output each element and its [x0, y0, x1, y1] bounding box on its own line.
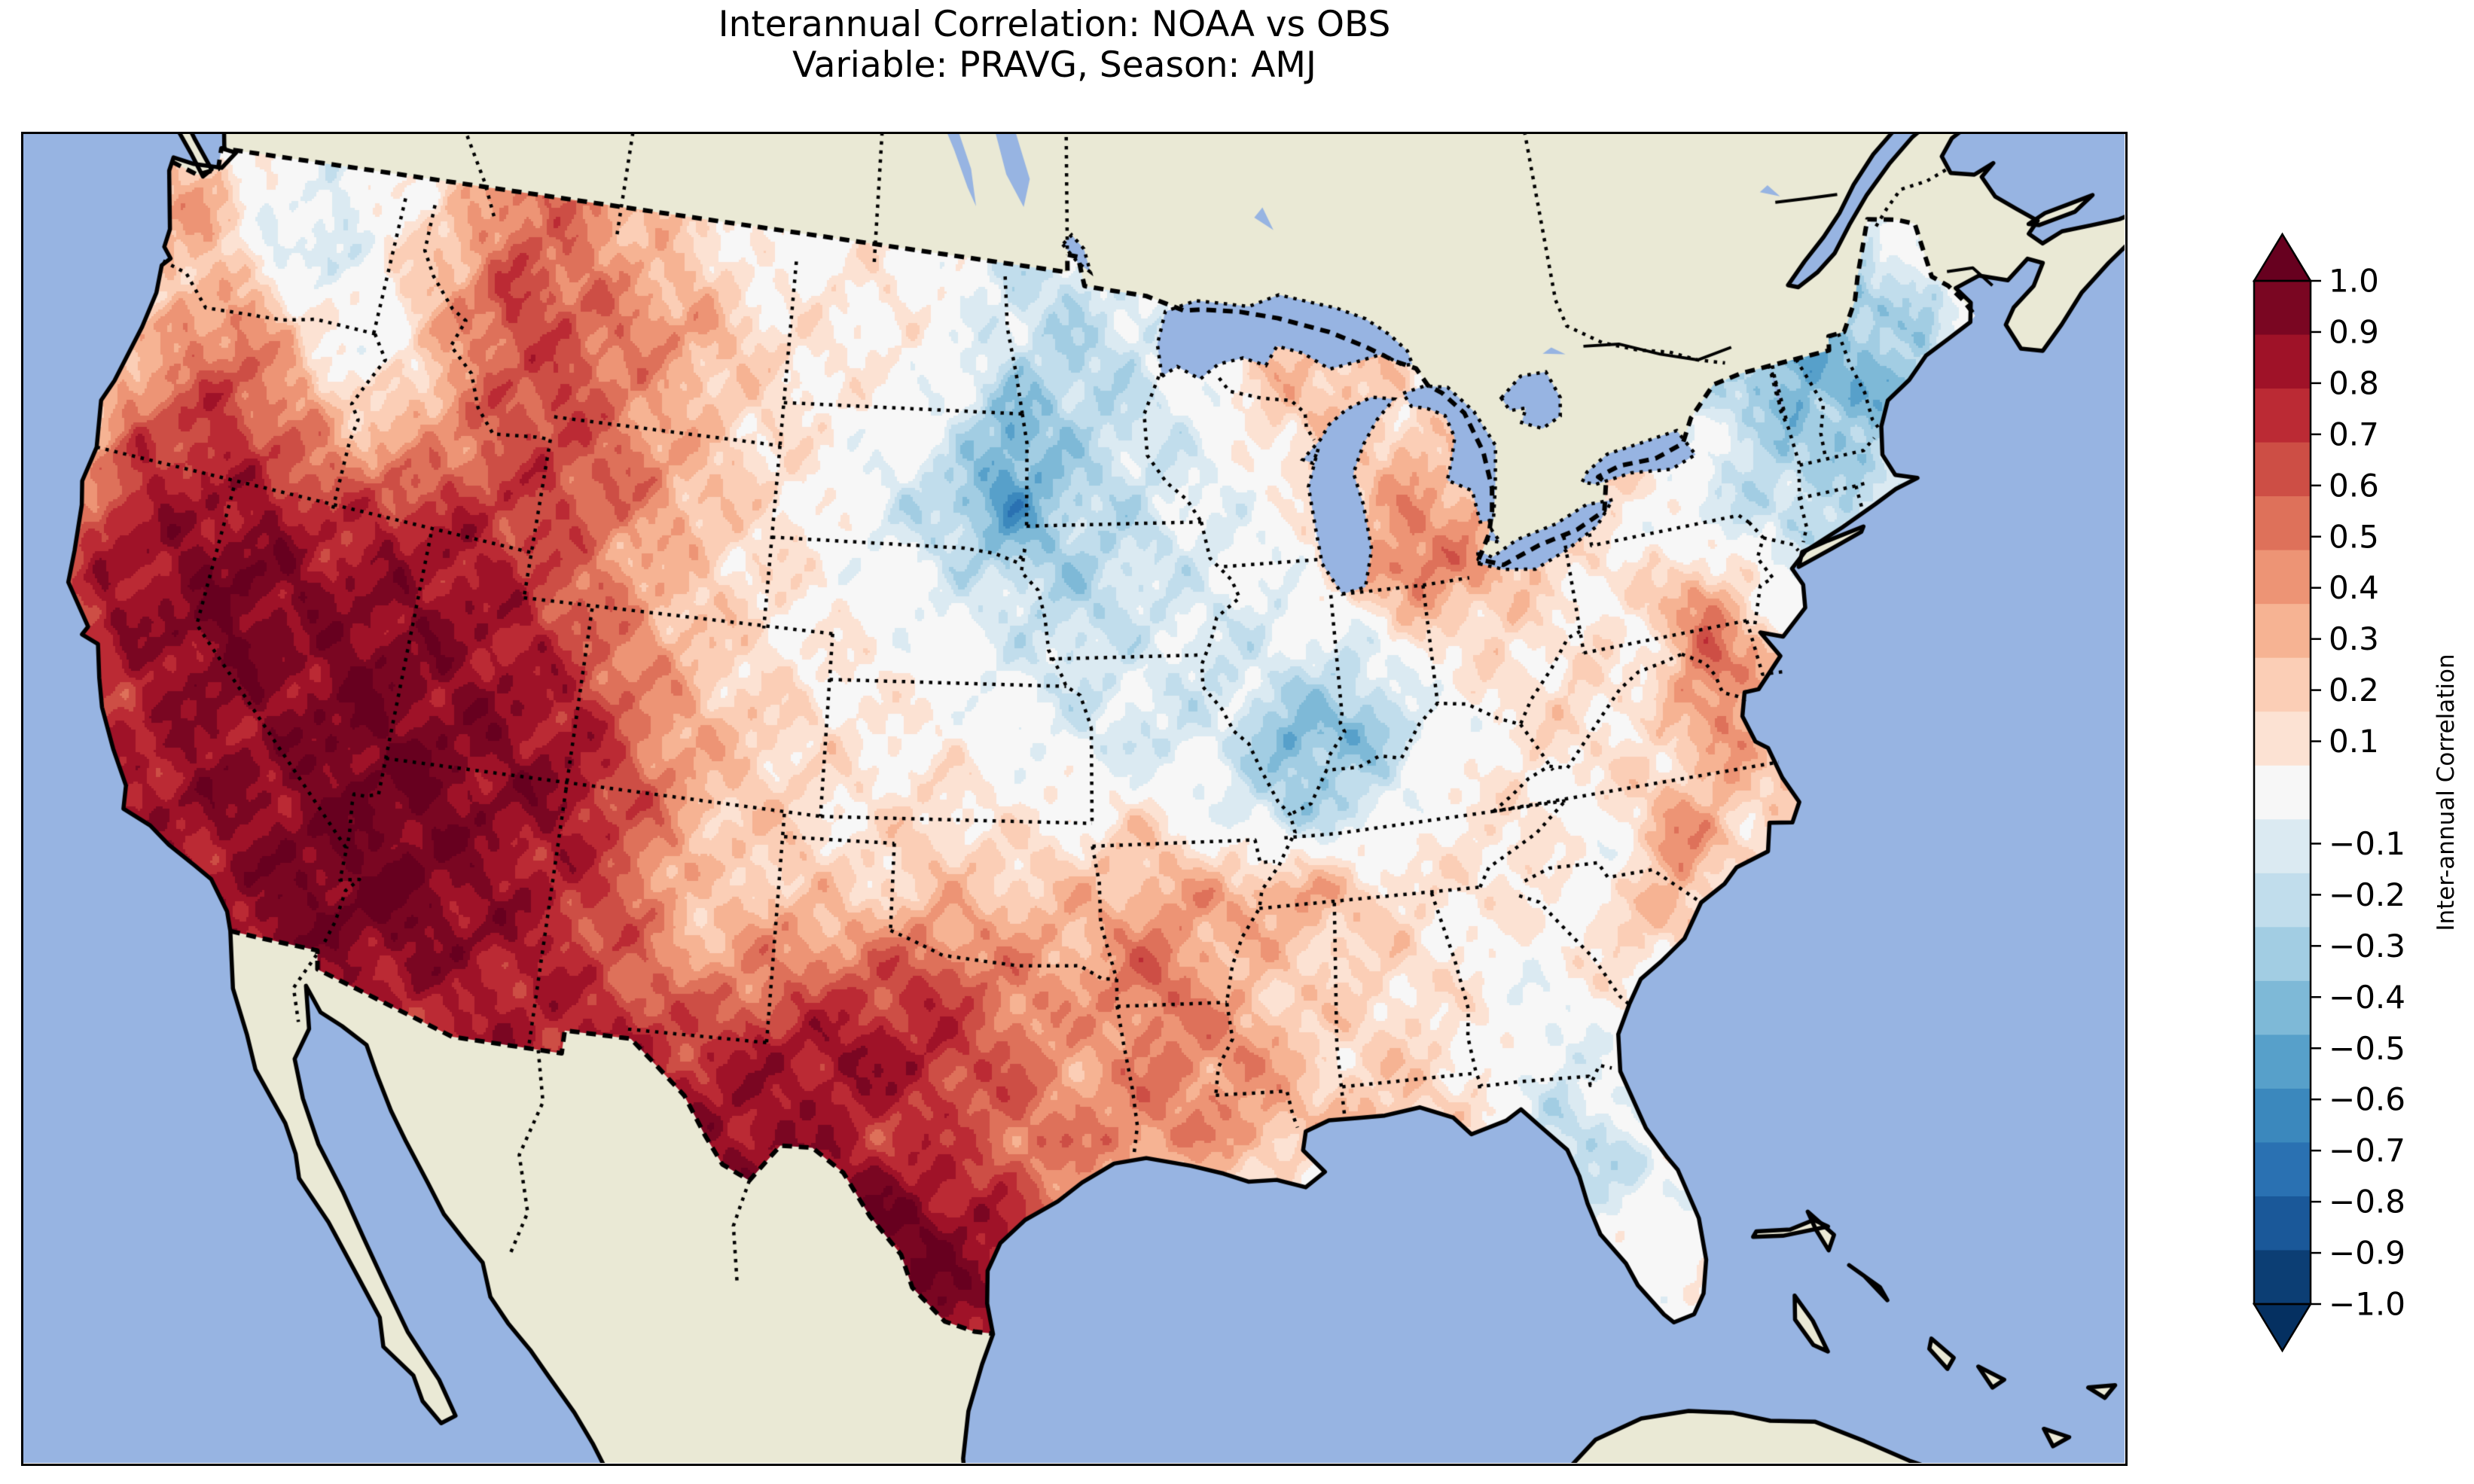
colorbar-tick-label: 1.0: [2329, 263, 2379, 300]
figure-title-line2: Variable: PRAVG, Season: AMJ: [792, 44, 1316, 86]
colorbar-segment: [2254, 927, 2311, 982]
colorbar-segment: [2254, 980, 2311, 1035]
map-canvas: [23, 133, 2125, 1463]
colorbar-segment: [2254, 1250, 2311, 1305]
colorbar-tick-label: 0.4: [2329, 569, 2379, 606]
colorbar-segment: [2254, 550, 2311, 605]
colorbar-segment: [2254, 496, 2311, 551]
colorbar-segment: [2254, 389, 2311, 443]
colorbar-segment: [2254, 1088, 2311, 1144]
colorbar-segment: [2254, 281, 2311, 336]
colorbar-tick-label: −0.8: [2329, 1184, 2405, 1220]
colorbar-segment: [2254, 712, 2311, 766]
figure-title: Interannual Correlation: NOAA vs OBS Var…: [0, 5, 2109, 86]
colorbar-tick-label: 0.2: [2329, 672, 2379, 708]
colorbar-tick-label: −0.4: [2329, 979, 2405, 1016]
colorbar-tick-label: 0.6: [2329, 467, 2379, 504]
colorbar-segment: [2254, 657, 2311, 712]
figure-title-line1: Interannual Correlation: NOAA vs OBS: [718, 4, 1391, 45]
colorbar-tick-label: −1.0: [2329, 1286, 2405, 1323]
colorbar-segment: [2254, 1035, 2311, 1089]
colorbar-segment: [2254, 873, 2311, 928]
colorbar-extend-bottom: [2252, 1303, 2313, 1353]
colorbar-tick-label: −0.2: [2329, 876, 2405, 913]
colorbar-segment: [2254, 442, 2311, 497]
colorbar-segment: [2254, 765, 2311, 820]
colorbar-tick-label: 0.3: [2329, 620, 2379, 657]
colorbar-tick-label: −0.5: [2329, 1030, 2405, 1067]
colorbar-segment: [2254, 1142, 2311, 1197]
colorbar-tick-label: −0.7: [2329, 1132, 2405, 1169]
colorbar-segment: [2254, 1196, 2311, 1251]
colorbar-tick-label: 0.7: [2329, 416, 2379, 453]
colorbar-tick-label: −0.3: [2329, 928, 2405, 964]
colorbar-tick-label: 0.1: [2329, 723, 2379, 760]
colorbar: 1.0 0.9 0.8 0.7 0.6 0.5 0.4 0.3 0.2 0.1 −0.1 −0.2 −0…: [2252, 232, 2460, 1353]
colorbar-tick-label: −0.9: [2329, 1235, 2405, 1272]
colorbar-tick-label: 0.9: [2329, 313, 2379, 350]
colorbar-tick-label: 0.8: [2329, 364, 2379, 401]
colorbar-segment: [2254, 334, 2311, 389]
colorbar-tick-label: 0.5: [2329, 518, 2379, 555]
colorbar-tick-label: −0.1: [2329, 825, 2405, 862]
colorbar-extend-top: [2252, 232, 2313, 282]
colorbar-axis-label: Inter-annual Correlation: [2433, 654, 2460, 931]
colorbar-tick-label: −0.6: [2329, 1081, 2405, 1118]
colorbar-outline: [2253, 279, 2312, 1306]
colorbar-segment: [2254, 819, 2311, 874]
colorbar-segment: [2254, 604, 2311, 659]
